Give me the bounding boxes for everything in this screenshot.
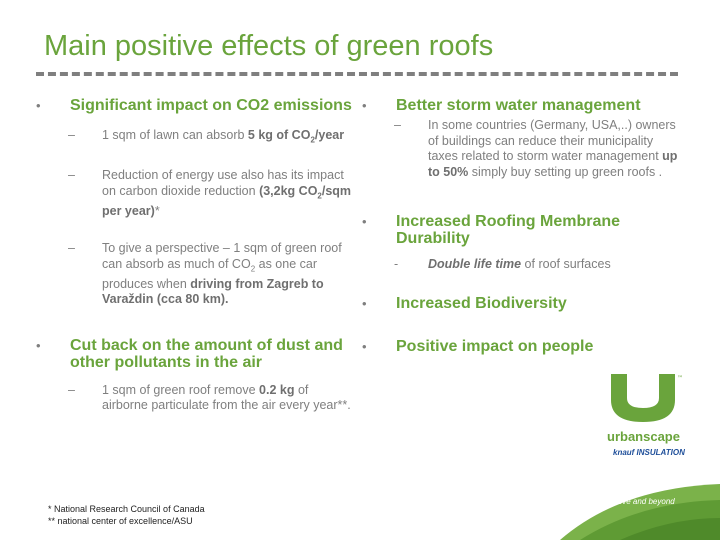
dash-marker: – <box>68 128 75 142</box>
bullet: • <box>362 338 367 354</box>
subitem-text: of airborne particulate from the air eve… <box>102 382 351 413</box>
subitem-text: * <box>154 203 160 218</box>
subscript: 2 <box>317 191 322 200</box>
subitem-text: 1 sqm of green roof remove <box>102 382 260 397</box>
right-subitem-taxes: – In some countries (Germany, USA,..) ow… <box>362 118 680 180</box>
urbanscape-u-mark-icon: ™ <box>611 374 683 422</box>
right-subitem-lifetime: - Double life time of roof surfaces <box>362 257 680 273</box>
bullet: • <box>362 214 367 229</box>
knauf-logo: knauf INSULATION <box>613 448 685 464</box>
left-subitem-energy: – Reduction of energy use also has its i… <box>36 168 352 219</box>
left-subitem-perspective: – To give a perspective – 1 sqm of green… <box>36 241 352 308</box>
item-heading: Cut back on the amount of dust and other… <box>70 336 343 371</box>
subitem-bold: Double life time <box>428 257 522 271</box>
subitem-bold: 5 kg of CO <box>247 128 311 142</box>
dash-marker: - <box>394 257 399 271</box>
green-swoosh-banner <box>560 484 720 540</box>
subitem-text: as one car produces when <box>102 256 317 291</box>
footnote-1: * National Research Council of Canada <box>48 504 205 514</box>
item-heading: Positive impact on people <box>396 337 594 355</box>
urbanscape-logo: ™ urbanscape <box>605 372 685 444</box>
dash-marker: – <box>68 382 75 397</box>
subitem-text: Reduction of energy use also has its imp… <box>102 168 344 198</box>
item-heading: Significant impact on CO2 emissions <box>70 97 352 114</box>
left-item-dust: • Cut back on the amount of dust and oth… <box>36 337 352 371</box>
subitem-bold: /sqm per year) <box>102 183 352 218</box>
item-heading: Better storm water management <box>396 97 641 114</box>
right-item-storm: • Better storm water management <box>362 97 680 114</box>
footnote-2: ** national center of excellence/ASU <box>48 516 193 526</box>
urbanscape-wordmark: urbanscape <box>607 429 680 444</box>
bullet: • <box>36 98 41 113</box>
subitem-bold: 0.2 kg <box>259 382 295 397</box>
svg-text:™: ™ <box>677 375 683 382</box>
dash-marker: – <box>68 241 75 255</box>
subscript: 2 <box>310 135 315 145</box>
slide-title: Main positive effects of green roofs <box>44 30 494 62</box>
subitem-text: 1 sqm of lawn can absorb <box>102 128 248 142</box>
subitem-text: simply buy setting up green roofs . <box>468 164 663 179</box>
subitem-bold: /year <box>314 128 345 142</box>
knauf-wordmark: knauf INSULATION <box>613 448 685 457</box>
footnotes: * National Research Council of Canada **… <box>48 503 205 527</box>
right-item-membrane: • Increased Roofing Membrane Durability <box>362 213 680 247</box>
subitem-bold: driving from Zagreb to Varaždin (cca 80 … <box>102 276 324 307</box>
right-item-biodiversity: • Increased Biodiversity <box>362 295 680 312</box>
dashed-divider <box>36 72 678 76</box>
bullet: • <box>36 337 41 353</box>
subitem-bold: (3,2kg CO <box>259 183 318 198</box>
bullet: • <box>362 98 367 113</box>
tagline: Above and beyond <box>608 497 675 506</box>
subitem-text: of roof surfaces <box>521 257 611 271</box>
dash-marker: – <box>68 168 75 182</box>
item-heading: Increased Roofing Membrane Durability <box>396 213 621 247</box>
left-column: • Significant impact on CO2 emissions – … <box>36 97 352 414</box>
item-heading: Increased Biodiversity <box>396 294 567 312</box>
left-item-co2: • Significant impact on CO2 emissions <box>36 97 352 114</box>
subscript: 2 <box>250 264 256 273</box>
subitem-text: In some countries (Germany, USA,..) owne… <box>428 118 676 163</box>
right-item-people: • Positive impact on people <box>362 338 680 355</box>
left-subitem-particulate: – 1 sqm of green roof remove 0.2 kg of a… <box>36 383 352 414</box>
subitem-bold: up to 50% <box>428 149 678 179</box>
right-column: • Better storm water management – In som… <box>362 97 680 355</box>
bullet: • <box>362 295 367 311</box>
subitem-text: To give a perspective – 1 sqm of green r… <box>102 241 342 271</box>
left-subitem-lawn: – 1 sqm of lawn can absorb 5 kg of CO2/y… <box>36 128 352 148</box>
dash-marker: – <box>394 118 401 132</box>
